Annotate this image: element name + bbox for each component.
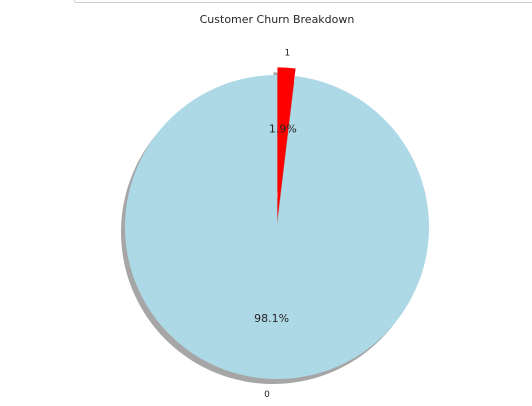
- pie-labels: 98.1% 0 1.9% 1: [254, 49, 297, 400]
- pie-slice-0: [125, 75, 430, 379]
- top-divider: [74, 0, 532, 3]
- pie-slices: [125, 67, 430, 379]
- percent-label-1: 1.9%: [269, 122, 297, 135]
- category-label-0: 0: [264, 390, 270, 400]
- pie-slice-1: [277, 67, 296, 220]
- category-label-1: 1: [285, 49, 291, 59]
- percent-label-0: 98.1%: [254, 312, 289, 325]
- chart-title: Customer Churn Breakdown: [200, 13, 355, 26]
